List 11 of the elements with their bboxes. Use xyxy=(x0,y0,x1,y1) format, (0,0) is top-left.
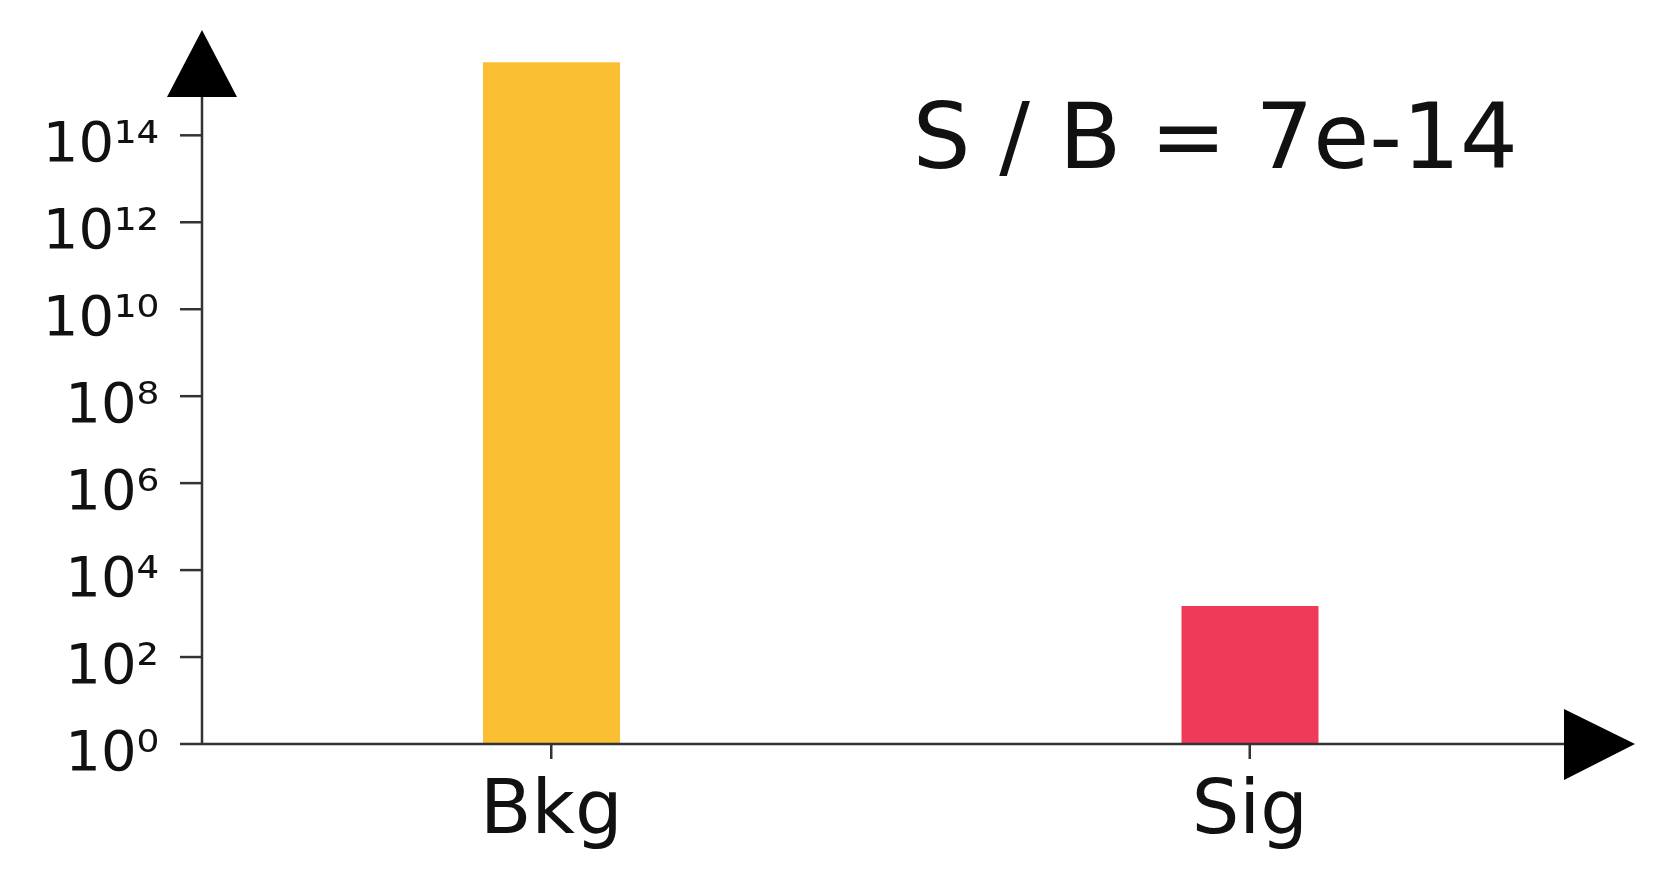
annotation: S / B = 7e-14 xyxy=(912,84,1518,189)
y-tick-label: 10² xyxy=(65,631,159,697)
x-tick-label: Bkg xyxy=(480,763,623,851)
y-tick-label: 10⁶ xyxy=(65,457,159,523)
y-tick-label: 10⁴ xyxy=(65,544,159,610)
y-tick-label: 10⁰ xyxy=(65,718,159,783)
y-tick-label: 10¹⁰ xyxy=(42,283,159,349)
x-tick-label: Sig xyxy=(1191,763,1308,851)
y-tick-label: 10⁸ xyxy=(65,370,159,436)
y-tick-label: 10¹² xyxy=(42,196,159,262)
y-tick-label: 10¹⁴ xyxy=(42,109,159,175)
